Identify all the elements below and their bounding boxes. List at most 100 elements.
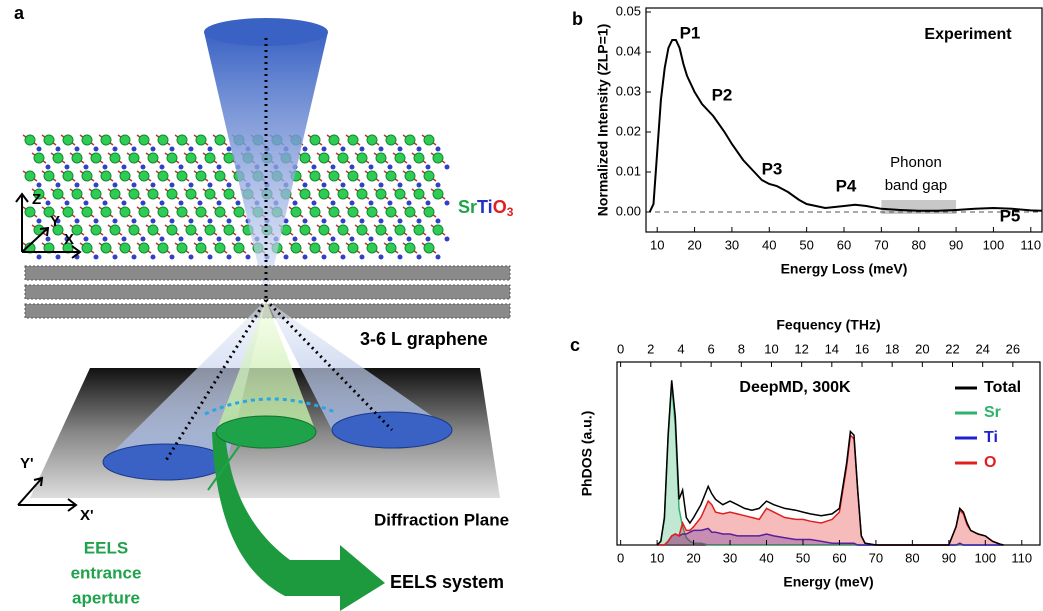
disk-center bbox=[216, 416, 316, 448]
sr-atom bbox=[148, 225, 158, 235]
ti-atom bbox=[369, 237, 374, 242]
ti-atom bbox=[46, 201, 51, 206]
sr-atom bbox=[348, 135, 358, 145]
ti-atom bbox=[132, 219, 137, 224]
ti-atom bbox=[360, 255, 365, 260]
ti-atom bbox=[198, 201, 203, 206]
ti-atom bbox=[37, 183, 42, 188]
sr-atom bbox=[82, 243, 92, 253]
ti-atom bbox=[94, 183, 99, 188]
ti-atom bbox=[436, 147, 441, 152]
sr-atom bbox=[405, 207, 415, 217]
ti-atom bbox=[75, 147, 80, 152]
x2-tick-label: 12 bbox=[794, 341, 808, 356]
x2-tick-label: 8 bbox=[738, 341, 745, 356]
aperture-label: aperture bbox=[72, 588, 140, 607]
sr-atom bbox=[319, 225, 329, 235]
sr-atom bbox=[395, 153, 405, 163]
sr-atom bbox=[129, 153, 139, 163]
sr-atom bbox=[424, 243, 434, 253]
sr-atom bbox=[167, 225, 177, 235]
sr-atom bbox=[405, 243, 415, 253]
ti-atom bbox=[398, 255, 403, 260]
ti-atom bbox=[208, 219, 213, 224]
ti-atom bbox=[132, 255, 137, 260]
sr-atom bbox=[63, 135, 73, 145]
sr-atom bbox=[348, 171, 358, 181]
annotation: P4 bbox=[836, 176, 857, 195]
ti-atom bbox=[160, 201, 165, 206]
ti-atom bbox=[208, 255, 213, 260]
ti-atom bbox=[75, 219, 80, 224]
y-tick-label: 0.02 bbox=[616, 123, 641, 138]
sr-atom bbox=[215, 243, 225, 253]
sr-atom bbox=[414, 189, 424, 199]
sr-atom bbox=[338, 189, 348, 199]
ti-atom bbox=[398, 183, 403, 188]
sr-atom bbox=[101, 207, 111, 217]
ti-atom bbox=[360, 219, 365, 224]
x-tick-label: 70 bbox=[874, 237, 888, 252]
sr-atom bbox=[310, 135, 320, 145]
ti-atom bbox=[350, 201, 355, 206]
sr-atom bbox=[376, 225, 386, 235]
ti-atom bbox=[94, 255, 99, 260]
sr-atom bbox=[338, 225, 348, 235]
sr-atom bbox=[91, 153, 101, 163]
plane-label: Diffraction Plane bbox=[374, 510, 509, 529]
legend-label: O bbox=[984, 454, 996, 471]
annotation: P2 bbox=[712, 85, 733, 104]
x-tick-label: 100 bbox=[974, 550, 996, 565]
ti-atom bbox=[246, 255, 251, 260]
sr-atom bbox=[433, 189, 443, 199]
sr-atom bbox=[234, 243, 244, 253]
ti-atom bbox=[341, 219, 346, 224]
sr-atom bbox=[120, 243, 130, 253]
sr-atom bbox=[72, 189, 82, 199]
ti-atom bbox=[369, 165, 374, 170]
y-tick-label: 0.03 bbox=[616, 83, 641, 98]
ti-atom bbox=[312, 165, 317, 170]
sr-atom bbox=[158, 135, 168, 145]
x-tick-label: 10 bbox=[650, 550, 664, 565]
ti-atom bbox=[417, 219, 422, 224]
annotation: P5 bbox=[1000, 206, 1021, 225]
ti-atom bbox=[37, 147, 42, 152]
sr-atom bbox=[357, 225, 367, 235]
sr-atom bbox=[433, 225, 443, 235]
ti-atom bbox=[65, 201, 70, 206]
ti-atom bbox=[426, 165, 431, 170]
formula: SrTiO3 bbox=[458, 197, 514, 219]
sr-atom bbox=[300, 153, 310, 163]
sr-atom bbox=[196, 207, 206, 217]
sr-atom bbox=[205, 189, 215, 199]
sr-atom bbox=[205, 153, 215, 163]
sr-atom bbox=[386, 207, 396, 217]
ti-atom bbox=[303, 255, 308, 260]
sr-atom bbox=[139, 171, 149, 181]
sr-atom bbox=[148, 153, 158, 163]
ti-atom bbox=[312, 237, 317, 242]
ti-atom bbox=[322, 255, 327, 260]
panel-label: b bbox=[572, 9, 583, 29]
sr-atom bbox=[91, 225, 101, 235]
ti-atom bbox=[293, 201, 298, 206]
ti-atom bbox=[113, 147, 118, 152]
ti-atom bbox=[151, 183, 156, 188]
ti-atom bbox=[141, 201, 146, 206]
sr-atom bbox=[177, 135, 187, 145]
x-tick-label: 30 bbox=[725, 237, 739, 252]
sr-atom bbox=[25, 135, 35, 145]
sr-atom bbox=[196, 243, 206, 253]
formula-o: O bbox=[493, 197, 507, 217]
sr-atom bbox=[414, 153, 424, 163]
ti-atom bbox=[445, 201, 450, 206]
x2-tick-label: 10 bbox=[764, 341, 778, 356]
sr-atom bbox=[167, 189, 177, 199]
ti-atom bbox=[179, 165, 184, 170]
ti-atom bbox=[322, 219, 327, 224]
x2-tick-label: 14 bbox=[825, 341, 839, 356]
ti-atom bbox=[122, 201, 127, 206]
sr-atom bbox=[367, 171, 377, 181]
x2-tick-label: 22 bbox=[945, 341, 959, 356]
